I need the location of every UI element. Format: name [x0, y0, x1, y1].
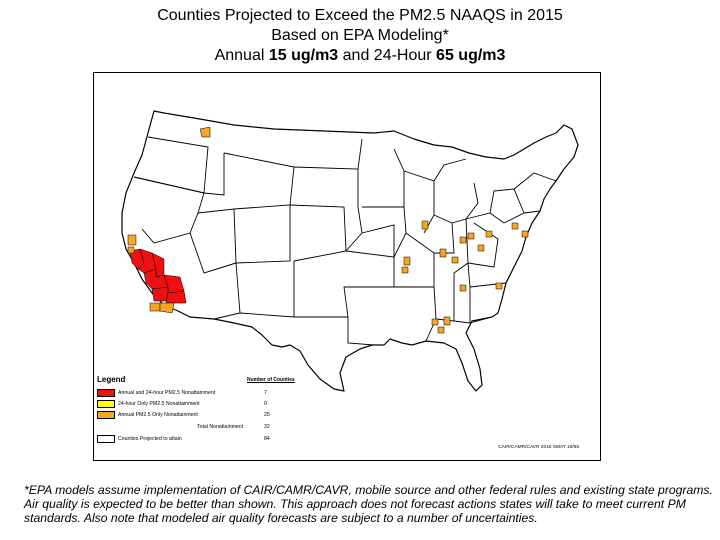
county-annual-ga-1 — [443, 316, 451, 326]
title-daily-standard: 65 ug/m3 — [436, 47, 506, 64]
legend-total-count: 32 — [264, 424, 270, 430]
legend-row-daily-only: 24-hour Only PM2.5 Nonattainment 0 — [97, 400, 277, 410]
legend: Legend Number of Counties Annual and 24-… — [97, 375, 587, 459]
legend-row-attain: Counties Projected to attain 84 — [97, 435, 277, 445]
map-credit: CAIR/CAMR/CAVR 2015 SMAT 16/65 — [498, 445, 579, 450]
legend-label-both: Annual and 24-hour PM2.5 Nonattainment — [118, 390, 216, 396]
legend-swatch-daily-only — [97, 400, 115, 408]
title-daily-prefix: and 24-Hour — [338, 47, 437, 64]
title-block: Counties Projected to Exceed the PM2.5 N… — [0, 6, 720, 66]
nonattainment-counties — [127, 126, 529, 334]
legend-count-both: 7 — [264, 390, 267, 396]
county-annual-in — [439, 248, 447, 258]
title-annual-standard: 15 ug/m3 — [268, 47, 339, 64]
legend-row-both: Annual and 24-hour PM2.5 Nonattainment 7 — [97, 389, 277, 399]
legend-swatch-attain — [97, 435, 115, 443]
legend-count-attain: 84 — [264, 436, 270, 442]
legend-label-annual-only: Annual PM2.5 Only Nonattainment — [118, 412, 198, 418]
county-annual-il-1 — [421, 220, 429, 230]
county-annual-ca-north — [127, 234, 137, 246]
county-annual-il-2 — [403, 256, 411, 266]
county-annual-mo — [401, 266, 409, 274]
title-line-2: Based on EPA Modeling* — [271, 27, 449, 44]
county-annual-ca-south-2 — [159, 302, 175, 314]
county-annual-ga-2 — [437, 326, 445, 334]
legend-swatch-annual-only — [97, 411, 115, 419]
county-annual-pa-2 — [511, 222, 519, 230]
county-annual-tn — [459, 284, 467, 292]
legend-count-header: Number of Counties — [247, 377, 295, 383]
legend-count-annual-only: 25 — [264, 412, 270, 418]
county-annual-mt — [199, 126, 211, 138]
legend-total-row: Total Nonattainment 32 — [197, 424, 270, 430]
footnote: *EPA models assume implementation of CAI… — [24, 483, 713, 525]
title-annual-prefix: Annual — [214, 47, 269, 64]
legend-swatch-both — [97, 389, 115, 397]
legend-label-daily-only: 24-hour Only PM2.5 Nonattainment — [118, 401, 200, 407]
legend-count-daily-only: 0 — [264, 401, 267, 407]
county-annual-ca-tulare — [127, 246, 135, 254]
county-both-6 — [151, 286, 169, 302]
legend-total-label: Total Nonattainment — [197, 424, 244, 430]
county-annual-md — [521, 230, 529, 238]
county-both-7 — [165, 290, 187, 304]
title-line-1: Counties Projected to Exceed the PM2.5 N… — [157, 7, 563, 24]
us-outline — [121, 110, 579, 392]
title-line-3: Annual 15 ug/m3 and 24-Hour 65 ug/m3 — [0, 46, 720, 66]
map-frame: Legend Number of Counties Annual and 24-… — [93, 72, 601, 461]
county-annual-oh-1 — [459, 236, 467, 244]
state-borders — [133, 136, 557, 346]
us-county-map — [121, 110, 579, 392]
county-annual-oh-2 — [467, 232, 475, 240]
county-annual-al-1 — [431, 318, 439, 326]
county-annual-nc — [495, 282, 503, 290]
legend-row-annual-only: Annual PM2.5 Only Nonattainment 25 — [97, 411, 277, 421]
legend-title: Legend — [97, 375, 126, 384]
legend-label-attain: Counties Projected to attain — [118, 436, 182, 442]
county-annual-ca-south-1 — [149, 302, 161, 312]
county-annual-ky — [451, 256, 459, 264]
county-annual-pa-1 — [485, 230, 493, 238]
county-annual-wv — [477, 244, 485, 252]
